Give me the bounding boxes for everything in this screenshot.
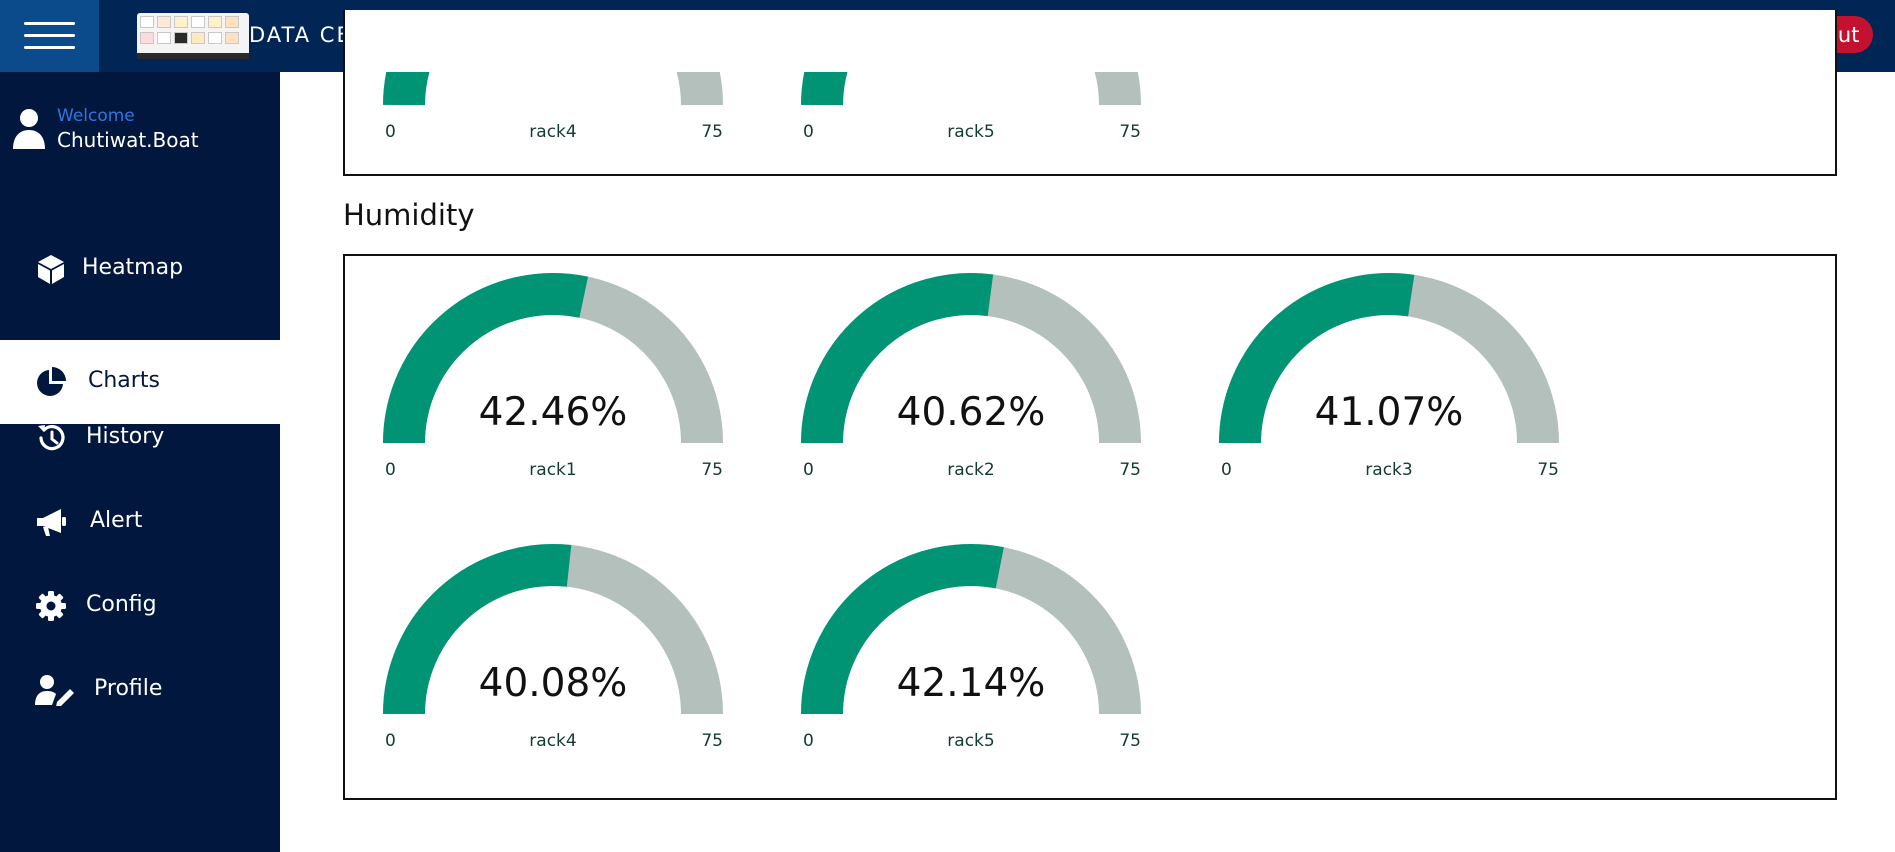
cube-icon <box>38 255 64 284</box>
sidebar-item-label: Alert <box>90 508 143 533</box>
gauge-value: 40.62% <box>896 390 1046 435</box>
gauge-value: 42.14% <box>896 661 1046 706</box>
gauge-rack-label: rack2 <box>947 460 995 480</box>
gauge-value-arc <box>383 273 589 444</box>
gauge-min-label: 0 <box>803 460 814 480</box>
humidity-gauge-rack5: 42.14% 0 rack5 75 <box>801 544 1141 759</box>
gauge-value-arc <box>801 544 1004 715</box>
gauge-arc <box>801 544 1141 715</box>
humidity-gauge-rack2: 40.62% 0 rack2 75 <box>801 273 1141 488</box>
sidebar: Welcome Chutiwat.Boat Heatmap Charts His… <box>0 72 280 852</box>
temperature-gauge: 0 rack4 75 <box>383 72 723 150</box>
welcome-label: Welcome <box>57 106 135 126</box>
gauge-value: 41.07% <box>1314 390 1464 435</box>
gauge-value-arc <box>383 544 572 715</box>
hamburger-menu-button[interactable] <box>0 0 99 72</box>
gauge-rack-label: rack4 <box>529 731 577 751</box>
gauge-rack-label: rack1 <box>529 460 577 480</box>
sidebar-item-config[interactable]: Config <box>0 564 280 648</box>
gauge-value-arc <box>801 273 994 444</box>
user-info: Welcome Chutiwat.Boat <box>12 106 272 166</box>
gauge-value: 42.46% <box>478 390 628 435</box>
sidebar-item-heatmap[interactable]: Heatmap <box>0 227 280 311</box>
user-icon <box>13 109 45 149</box>
humidity-gauge-rack3: 41.07% 0 rack3 75 <box>1219 273 1559 488</box>
sidebar-item-label: Heatmap <box>82 255 184 280</box>
temperature-panel <box>343 10 1837 176</box>
gauge-arc <box>383 544 723 715</box>
sidebar-item-label: Config <box>86 592 157 617</box>
sidebar-item-label: History <box>86 424 165 449</box>
gauge-max-label: 75 <box>701 731 723 751</box>
username: Chutiwat.Boat <box>57 128 199 152</box>
gear-icon <box>36 591 66 621</box>
menu-bar-icon <box>24 46 75 49</box>
menu-bar-icon <box>24 22 75 25</box>
gauge-min-label: 0 <box>1221 460 1232 480</box>
gauge-rack-label: rack5 <box>947 731 995 751</box>
pie-chart-icon <box>37 367 66 396</box>
gauge-max-label: 75 <box>1119 731 1141 751</box>
sidebar-item-alert[interactable]: Alert <box>0 480 280 564</box>
gauge-min-label: 0 <box>803 731 814 751</box>
megaphone-icon <box>37 509 66 536</box>
gauge-min-label: 0 <box>385 731 396 751</box>
gauge-value: 40.08% <box>478 661 628 706</box>
gauge-arc <box>801 273 1141 444</box>
gauge-min-label: 0 <box>803 122 814 142</box>
gauge-arc <box>383 72 723 106</box>
sidebar-item-charts[interactable]: Charts <box>0 340 280 424</box>
gauge-rack-label: rack5 <box>947 122 995 142</box>
sidebar-item-label: Profile <box>94 676 163 701</box>
gauge-max-label: 75 <box>1119 122 1141 142</box>
gauge-arc <box>383 273 723 444</box>
dashboard-logo <box>137 13 249 59</box>
gauge-max-label: 75 <box>701 460 723 480</box>
gauge-max-label: 75 <box>701 122 723 142</box>
humidity-gauge-rack1: 42.46% 0 rack1 75 <box>383 273 723 488</box>
gauge-arc <box>1219 273 1559 444</box>
gauge-min-label: 0 <box>385 460 396 480</box>
gauge-arc <box>801 72 1141 106</box>
sidebar-item-label: Charts <box>88 368 160 393</box>
gauge-rack-label: rack3 <box>1365 460 1413 480</box>
gauge-value-arc <box>1219 273 1415 444</box>
history-icon <box>38 424 65 451</box>
gauge-rack-label: rack4 <box>529 122 577 142</box>
user-edit-icon <box>35 675 74 706</box>
sidebar-item-history[interactable]: History <box>0 396 280 480</box>
menu-bar-icon <box>24 34 75 37</box>
gauge-max-label: 75 <box>1537 460 1559 480</box>
humidity-section-title: Humidity <box>343 198 475 232</box>
temperature-gauge: 0 rack5 75 <box>801 72 1141 150</box>
gauge-min-label: 0 <box>385 122 396 142</box>
gauge-max-label: 75 <box>1119 460 1141 480</box>
sidebar-item-profile[interactable]: Profile <box>0 648 280 732</box>
temperature-panel-visible-area: 0 rack4 75 0 rack5 75 <box>345 72 1835 174</box>
humidity-gauge-rack4: 40.08% 0 rack4 75 <box>383 544 723 759</box>
